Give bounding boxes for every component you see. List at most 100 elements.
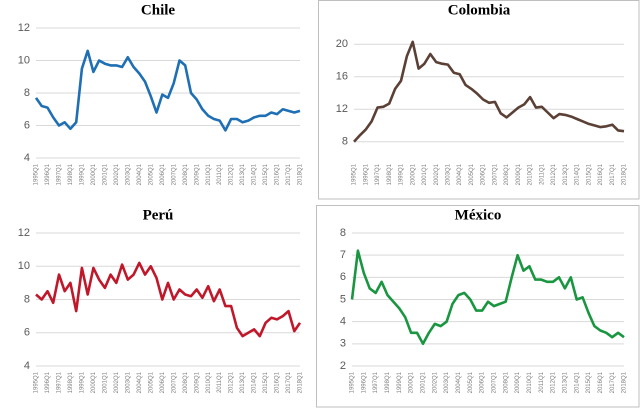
x-tick-label: 1995Q1 [350,371,356,393]
x-tick-label: 2001Q1 [422,163,428,185]
x-tick-label: 2007Q1 [171,371,177,393]
x-tick-label: 1995Q1 [34,163,40,185]
x-tick-label: 2003Q1 [125,371,131,393]
x-tick-label: 2017Q1 [286,163,292,185]
x-tick-label: 2003Q1 [444,371,450,393]
y-tick-label: 10 [18,54,30,66]
x-tick-label: 2004Q1 [137,163,143,185]
x-tick-label: 1995Q1 [352,163,358,185]
x-tick-label: 2013Q1 [240,163,246,185]
x-tick-label: 2018Q1 [622,371,628,393]
x-tick-label: 2016Q1 [275,371,281,393]
x-tick-label: 2010Q1 [206,371,212,393]
y-tick-label: 3 [340,338,346,350]
x-tick-label: 1997Q1 [57,371,63,393]
x-tick-label: 2011Q1 [217,163,223,185]
x-tick-label: 1997Q1 [57,163,63,185]
x-tick-label: 2005Q1 [148,163,154,185]
x-tick-label: 2002Q1 [114,163,120,185]
x-tick-label: 2016Q1 [275,163,281,185]
y-tick-label: 16 [336,71,348,83]
x-tick-label: 2017Q1 [610,163,616,185]
x-tick-label: 1999Q1 [79,371,85,393]
x-tick-label: 2015Q1 [586,163,592,185]
x-tick-label: 2001Q1 [102,163,108,185]
y-tick-label: 2 [340,360,346,372]
x-tick-label: 1999Q1 [397,371,403,393]
x-tick-label: 2002Q1 [432,371,438,393]
x-tick-label: 2012Q1 [551,163,557,185]
x-tick-label: 2009Q1 [515,371,521,393]
x-tick-label: 2001Q1 [102,371,108,393]
x-tick-label: 2000Q1 [91,371,97,393]
x-tick-label: 2017Q1 [286,371,292,393]
x-tick-label: 2006Q1 [481,163,487,185]
x-tick-label: 1998Q1 [387,163,393,185]
x-tick-label: 2007Q1 [492,163,498,185]
x-tick-label: 1996Q1 [45,163,51,185]
x-tick-label: 2018Q1 [622,163,628,185]
x-tick-label: 2005Q1 [468,371,474,393]
panel-frame [318,0,640,200]
chart-title: Chile [141,2,176,18]
x-tick-label: 2007Q1 [171,163,177,185]
y-tick-label: 8 [342,136,348,148]
y-tick-label: 12 [18,227,30,239]
x-tick-label: 2003Q1 [445,163,451,185]
y-tick-label: 12 [336,103,348,115]
x-tick-label: 2006Q1 [160,371,166,393]
x-tick-label: 2002Q1 [434,163,440,185]
x-tick-label: 2015Q1 [263,163,269,185]
x-tick-label: 2009Q1 [194,371,200,393]
x-tick-label: 2012Q1 [229,371,235,393]
x-tick-label: 1998Q1 [68,371,74,393]
x-tick-label: 1997Q1 [375,163,381,185]
x-tick-label: 1996Q1 [363,163,369,185]
x-tick-label: 2010Q1 [528,163,534,185]
x-tick-label: 2004Q1 [456,371,462,393]
x-tick-label: 2013Q1 [240,371,246,393]
data-line [35,261,302,338]
x-tick-label: 1997Q1 [373,371,379,393]
x-tick-label: 2001Q1 [421,371,427,393]
y-tick-label: 8 [24,293,30,305]
x-tick-label: 1998Q1 [68,163,74,185]
x-tick-label: 1996Q1 [45,371,51,393]
y-tick-label: 8 [24,87,30,99]
x-tick-label: 2014Q1 [252,371,258,393]
data-line [350,249,625,346]
y-tick-label: 7 [340,249,346,261]
x-tick-label: 2004Q1 [137,371,143,393]
x-tick-label: 2013Q1 [563,163,569,185]
x-tick-label: 2005Q1 [469,163,475,185]
data-line [353,40,625,143]
y-tick-label: 6 [24,119,30,131]
x-tick-label: 2016Q1 [598,371,604,393]
x-tick-label: 2008Q1 [504,163,510,185]
x-tick-label: 1999Q1 [399,163,405,185]
x-tick-label: 2011Q1 [539,163,545,185]
data-line [34,49,301,132]
x-tick-label: 2014Q1 [252,163,258,185]
x-tick-label: 2010Q1 [527,371,533,393]
y-tick-label: 5 [340,293,346,305]
x-tick-label: 2009Q1 [516,163,522,185]
chart-title: México [455,207,502,223]
x-tick-label: 2018Q1 [298,371,304,393]
x-tick-label: 1998Q1 [385,371,391,393]
x-tick-label: 2015Q1 [263,371,269,393]
x-tick-label: 2012Q1 [551,371,557,393]
x-tick-label: 2011Q1 [539,371,545,393]
x-tick-label: 2008Q1 [503,371,509,393]
x-tick-label: 2004Q1 [457,163,463,185]
x-tick-label: 2014Q1 [575,163,581,185]
x-tick-label: 2011Q1 [217,371,223,393]
chart-title: Colombia [448,2,511,18]
x-tick-label: 1996Q1 [361,371,367,393]
x-tick-label: 2007Q1 [491,371,497,393]
y-tick-label: 8 [340,227,346,239]
x-tick-label: 2015Q1 [586,371,592,393]
y-tick-label: 6 [24,327,30,339]
x-tick-label: 2000Q1 [91,163,97,185]
